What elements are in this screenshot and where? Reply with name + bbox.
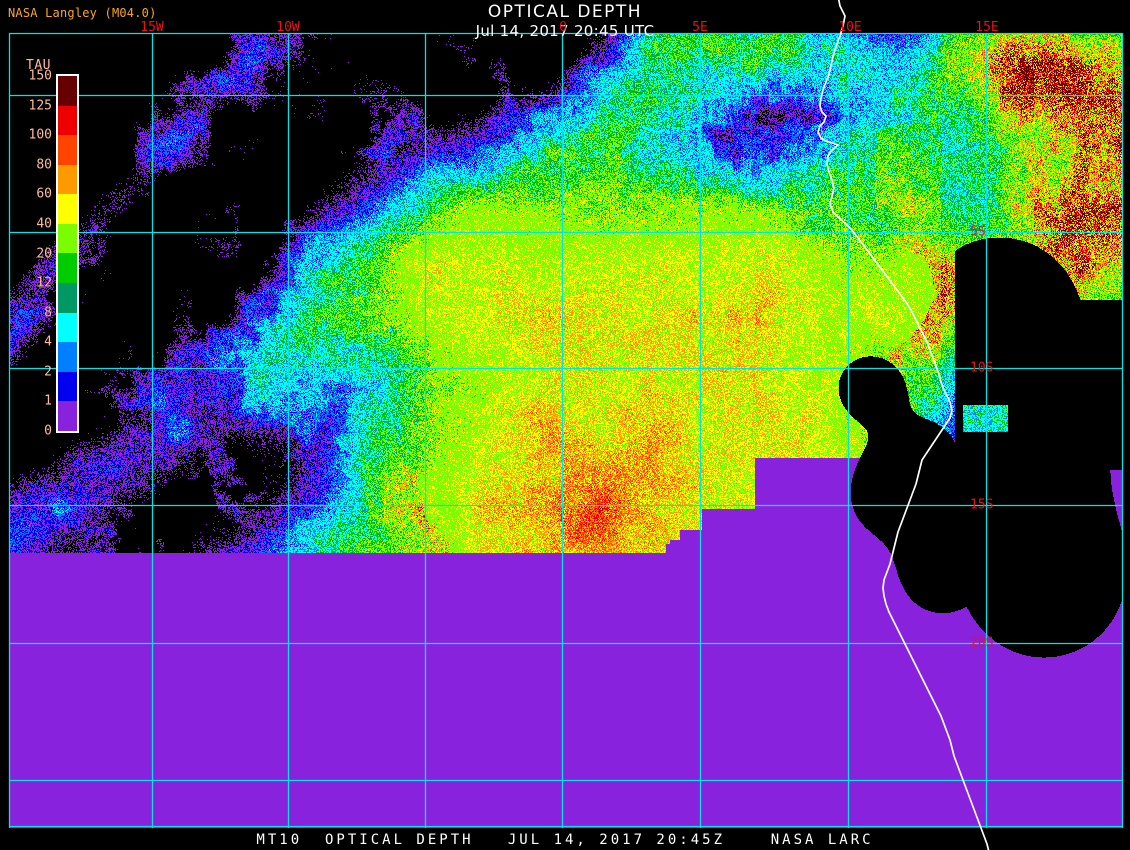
grid-lines — [9, 33, 1123, 828]
longitude-label: 10E — [838, 20, 861, 35]
colorbar-band — [58, 372, 77, 402]
longitude-label: 15E — [975, 20, 998, 35]
colorbar-tick-label: 40 — [8, 216, 52, 231]
longitude-label: 15W — [140, 20, 163, 35]
colorbar-tick-label: 12 — [8, 276, 52, 291]
colorbar-band — [58, 313, 77, 343]
map-overlay — [0, 0, 1130, 850]
latitude-label: 15S — [970, 498, 993, 513]
colorbar-tick-label: 60 — [8, 187, 52, 202]
colorbar-tick-label: 8 — [8, 305, 52, 320]
longitude-label: 5E — [692, 20, 708, 35]
colorbar-band — [58, 401, 77, 431]
colorbar-tick-label: 4 — [8, 335, 52, 350]
colorbar-band — [58, 194, 77, 224]
colorbar-tick-label: 150 — [8, 69, 52, 84]
colorbar-tick-label: 0 — [8, 424, 52, 439]
colorbar-band — [58, 342, 77, 372]
latitude-label: 10S — [970, 361, 993, 376]
colorbar-tick-label: 1 — [8, 394, 52, 409]
colorbar-tick-label: 125 — [8, 98, 52, 113]
latitude-label: 20S — [970, 636, 993, 651]
colorbar-band — [58, 253, 77, 283]
page-title: OPTICAL DEPTH — [0, 2, 1130, 22]
coastline-path — [818, 0, 989, 850]
colorbar-tick-label: 20 — [8, 246, 52, 261]
latitude-label: 5S — [970, 225, 986, 240]
colorbar-tick-label: 100 — [8, 128, 52, 143]
colorbar-band — [58, 283, 77, 313]
colorbar-tick-label: 80 — [8, 157, 52, 172]
satellite-optical-depth-view: NASA Langley (M04.0) OPTICAL DEPTH Jul 1… — [0, 0, 1130, 850]
colorbar-band — [58, 106, 77, 136]
colorbar-band — [58, 76, 77, 106]
longitude-label: 0 — [559, 20, 567, 35]
colorbar-band — [58, 224, 77, 254]
colorbar-band — [58, 135, 77, 165]
footer-caption: MT10 OPTICAL DEPTH JUL 14, 2017 20:45Z N… — [0, 832, 1130, 848]
longitude-label: 10W — [276, 20, 299, 35]
colorbar — [56, 74, 79, 433]
colorbar-tick-label: 2 — [8, 364, 52, 379]
colorbar-band — [58, 165, 77, 195]
